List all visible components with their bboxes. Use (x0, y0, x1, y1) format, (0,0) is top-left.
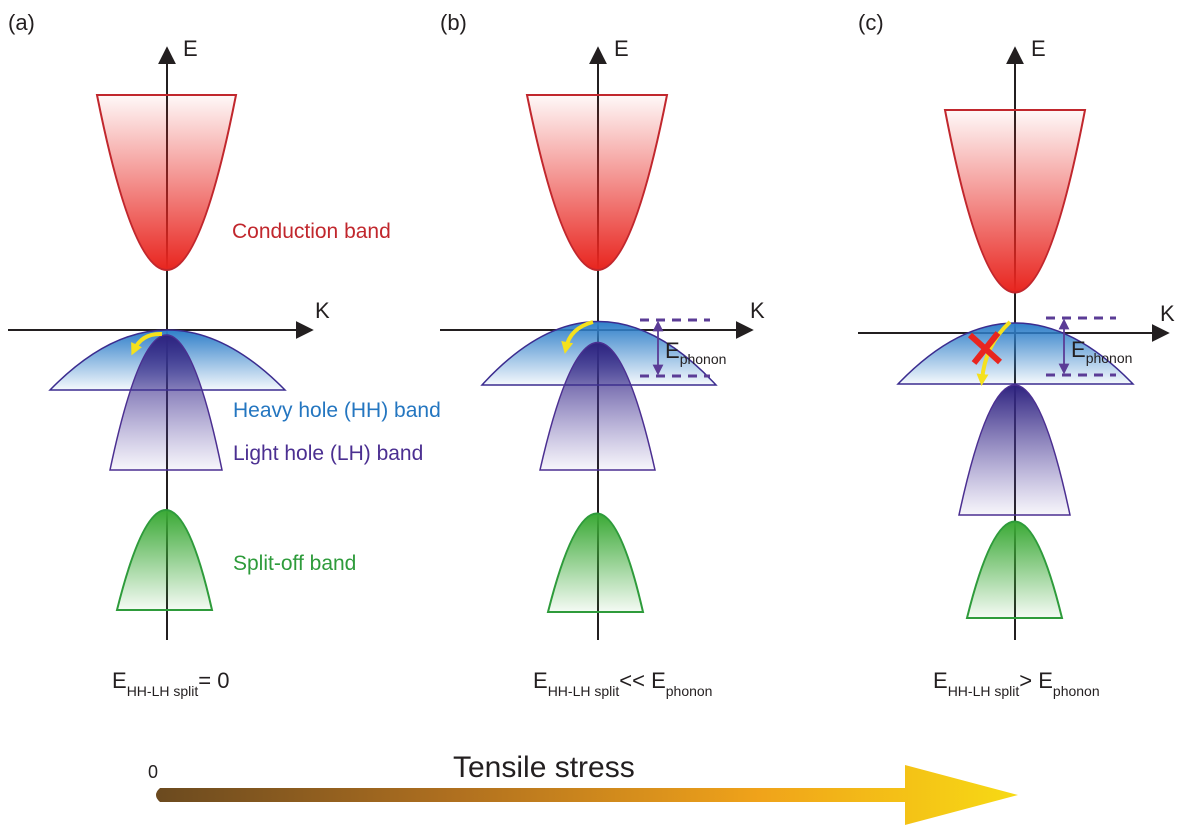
hole-transition-arrow (561, 320, 594, 354)
hole-transition-arrow (976, 320, 1012, 386)
hole-transition-arrow (131, 331, 163, 356)
momentum-axis-label: K (315, 298, 330, 323)
heavy-hole-band (896, 322, 1135, 385)
light-hole-band (958, 384, 1071, 516)
panel-tag: (a) (8, 10, 35, 35)
panel-b: (b) E K Ephonon EHH-LH split<< Ephonon (440, 10, 765, 699)
conduction-band (525, 94, 669, 271)
light-hole-band (539, 341, 656, 471)
conduction-band (95, 94, 238, 271)
energy-axis-label: E (183, 36, 198, 61)
light-hole-band-label: Light hole (LH) band (233, 442, 423, 465)
conduction-band (943, 109, 1087, 294)
phonon-energy-label: Ephonon (665, 338, 726, 367)
phonon-energy-label: Ephonon (1071, 337, 1132, 366)
condition-label: EHH-LH split<< Ephonon (533, 668, 712, 699)
stress-gradient-arrow (156, 765, 1018, 825)
stress-label: Tensile stress (453, 751, 635, 784)
tensile-stress-arrow: 0 Tensile stress (148, 751, 1018, 825)
stress-start-label: 0 (148, 762, 158, 782)
blocked-transition-cross-icon (967, 331, 1003, 365)
panel-a: (a) E K Conduction band Heavy hole (HH) … (8, 10, 441, 699)
split-off-band-label: Split-off band (233, 552, 356, 575)
condition-label: EHH-LH split> Ephonon (933, 668, 1100, 699)
light-hole-band (109, 334, 223, 471)
energy-axis-label: E (1031, 36, 1046, 61)
momentum-axis-label: K (750, 298, 765, 323)
conduction-band-label: Conduction band (232, 220, 391, 243)
split-off-band (546, 512, 645, 613)
energy-axis-label: E (614, 36, 629, 61)
condition-label: EHH-LH split= 0 (112, 668, 229, 699)
split-off-band (115, 509, 214, 611)
panel-c: (c) E K Ephonon EHH-LH split> Ephonon (858, 10, 1175, 699)
heavy-hole-band-label: Heavy hole (HH) band (233, 399, 441, 422)
panel-tag: (c) (858, 10, 884, 35)
split-off-band (965, 520, 1064, 619)
momentum-axis-label: K (1160, 301, 1175, 326)
panel-tag: (b) (440, 10, 467, 35)
